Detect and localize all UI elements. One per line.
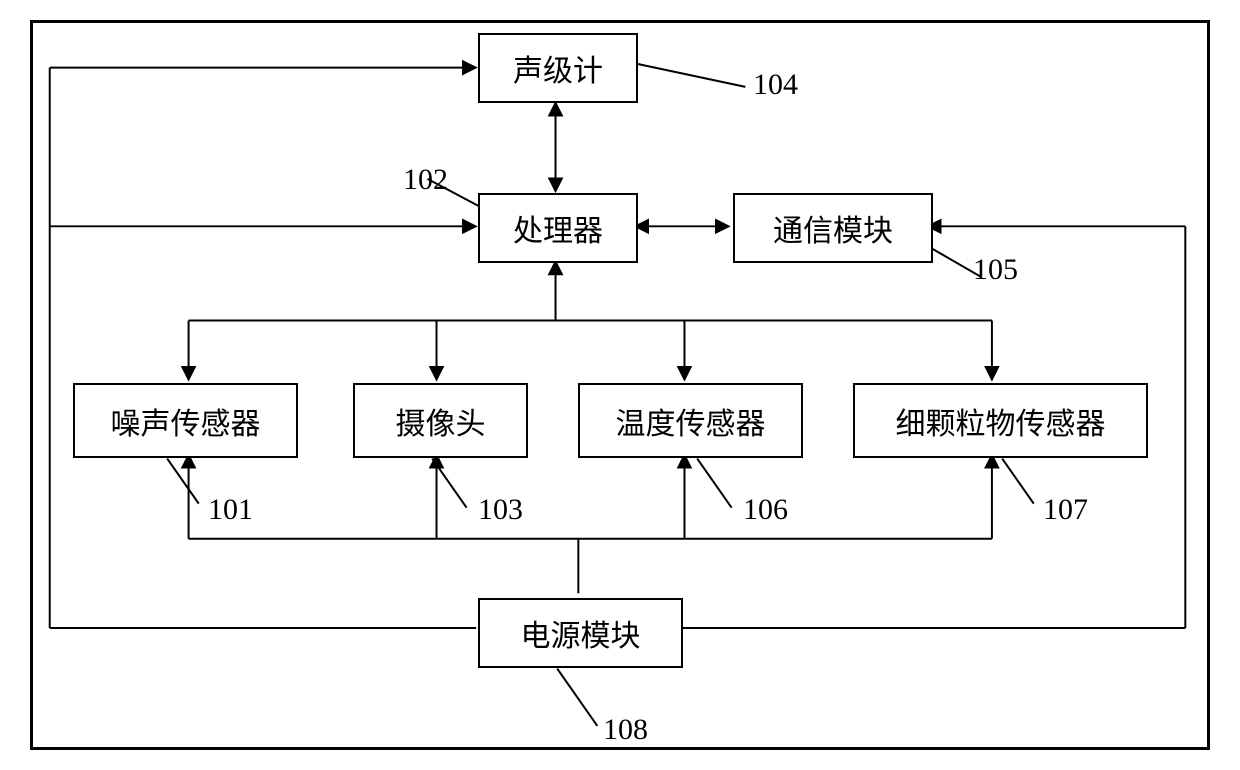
node-temp-sensor: 温度传感器 <box>578 383 803 458</box>
ref-104: 104 <box>753 68 798 102</box>
node-comm-module: 通信模块 <box>733 193 933 263</box>
node-label: 噪声传感器 <box>111 399 261 443</box>
block-diagram: 声级计 处理器 通信模块 噪声传感器 摄像头 温度传感器 细颗粒物传感器 电源模… <box>30 20 1210 750</box>
node-label: 通信模块 <box>773 206 893 250</box>
node-label: 声级计 <box>513 46 603 90</box>
node-camera: 摄像头 <box>353 383 528 458</box>
ref-108: 108 <box>603 713 648 747</box>
node-particle-sensor: 细颗粒物传感器 <box>853 383 1148 458</box>
node-noise-sensor: 噪声传感器 <box>73 383 298 458</box>
node-label: 摄像头 <box>396 399 486 443</box>
ref-107: 107 <box>1043 493 1088 527</box>
node-label: 细颗粒物传感器 <box>896 399 1106 443</box>
ref-106: 106 <box>743 493 788 527</box>
node-label: 处理器 <box>513 206 603 250</box>
node-label: 温度传感器 <box>616 399 766 443</box>
ref-103: 103 <box>478 493 523 527</box>
ref-105: 105 <box>973 253 1018 287</box>
node-processor: 处理器 <box>478 193 638 263</box>
node-power-module: 电源模块 <box>478 598 683 668</box>
ref-101: 101 <box>208 493 253 527</box>
node-sound-level-meter: 声级计 <box>478 33 638 103</box>
ref-102: 102 <box>403 163 448 197</box>
node-label: 电源模块 <box>521 611 641 655</box>
